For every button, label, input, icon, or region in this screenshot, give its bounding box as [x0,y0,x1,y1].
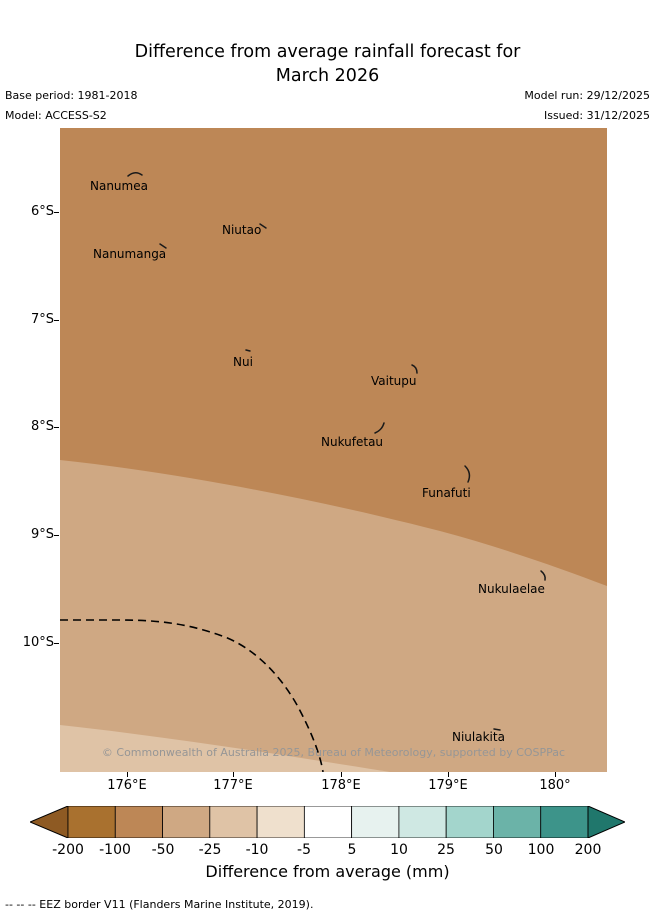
colorbar-cell [398,805,447,839]
rainfall-band-minus50-minus25 [60,460,607,772]
colorbar-cell [540,805,589,839]
colorbar-tick: -100 [99,842,131,858]
colorbar-tick: 25 [437,842,455,858]
island-label-nanumea: Nanumea [90,179,148,193]
model-name-text: Model: ACCESS-S2 [5,109,107,122]
island-mark-niulakita [493,728,501,731]
island-label-nui: Nui [233,355,253,369]
island-label-nanumanga: Nanumanga [93,247,167,261]
eez-legend-note: -- -- -- EEZ border V11 (Flanders Marine… [5,898,314,911]
copyright-text: © Commonwealth of Australia 2025, Bureau… [101,746,566,759]
colorbar-cell [445,805,494,839]
yaxis-tickmark [54,320,59,321]
xaxis-label-176e: 176°E [107,778,147,793]
xaxis-tickmark [233,772,234,777]
page-title: Difference from average rainfall forecas… [0,40,655,88]
base-period-text: Base period: 1981-2018 [5,89,138,102]
xaxis-tickmark [341,772,342,777]
island-mark-vaitupu [411,364,418,374]
rainfall-band-minus25-minus10 [60,725,390,772]
colorbar-arrow-left [28,805,69,839]
yaxis-label-6s: 6°S [30,204,54,219]
yaxis-label-8s: 8°S [30,419,54,434]
colorbar-cell [256,805,305,839]
yaxis-label-10s: 10°S [22,635,54,650]
colorbar-tick: -200 [52,842,84,858]
issued-text: Issued: 31/12/2025 [543,109,650,122]
yaxis-label-7s: 7°S [30,312,54,327]
xaxis-label-178e: 178°E [321,778,361,793]
yaxis-tickmark [54,427,59,428]
page-title-line2: March 2026 [275,66,380,86]
xaxis-label-180: 180° [539,778,571,793]
colorbar-tick: 5 [347,842,357,858]
island-mark-nui [245,349,251,352]
colorbar-tick: -5 [297,842,311,858]
colorbar-tick: 200 [574,842,602,858]
yaxis-tickmark [54,535,59,536]
colorbar-tick: 10 [390,842,408,858]
island-label-niutao: Niutao [222,223,262,237]
yaxis-tickmark [54,643,59,644]
colorbar-cell [114,805,163,839]
island-mark-nukulaelae [540,570,546,581]
colorbar-cell [351,805,400,839]
colorbar-cell [162,805,211,839]
xaxis-label-177e: 177°E [213,778,253,793]
island-mark-nanumea [127,172,143,177]
colorbar-arrow-right [587,805,627,839]
island-label-nukufetau: Nukufetau [321,435,384,449]
colorbar-tick: 50 [485,842,503,858]
island-outlines [127,172,546,731]
colorbar-tick: 100 [527,842,555,858]
island-label-vaitupu: Vaitupu [371,374,417,388]
colorbar-tick: -25 [198,842,222,858]
model-run-text: Model run: 29/12/2025 [524,89,650,102]
eez-border-line [60,619,324,772]
colorbar-cell [209,805,258,839]
island-label-nukulaelae: Nukulaelae [478,582,545,596]
island-mark-nukufetau [374,422,385,434]
colorbar-axis-label: Difference from average (mm) [205,862,450,881]
forecast-map: Nanumea Niutao Nanumanga Nui Vaitupu Nuk… [60,128,607,772]
meta-left: Base period: 1981-2018 Model: ACCESS-S2 [5,86,137,126]
xaxis-tickmark [448,772,449,777]
colorbar-tick: -50 [151,842,175,858]
colorbar-cell [493,805,542,839]
island-mark-nanumanga [159,243,167,249]
colorbar-cell [67,805,116,839]
xaxis-label-179e: 179°E [428,778,468,793]
island-label-niulakita: Niulakita [452,730,505,744]
map-canvas [60,128,607,772]
island-label-funafuti: Funafuti [422,486,471,500]
meta-right: Model run: 29/12/2025 Issued: 31/12/2025 [524,86,650,126]
island-mark-funafuti [464,465,471,483]
colorbar: -200 -100 -50 -25 -10 -5 5 10 25 50 100 … [28,805,627,866]
yaxis-tickmark [54,212,59,213]
colorbar-scale [28,805,627,839]
colorbar-cell [303,805,353,839]
yaxis-label-9s: 9°S [30,527,54,542]
xaxis-tickmark [127,772,128,777]
xaxis-tickmark [555,772,556,777]
page-title-line1: Difference from average rainfall forecas… [134,42,521,62]
colorbar-tick: -10 [245,842,269,858]
island-mark-niutao [259,223,267,229]
